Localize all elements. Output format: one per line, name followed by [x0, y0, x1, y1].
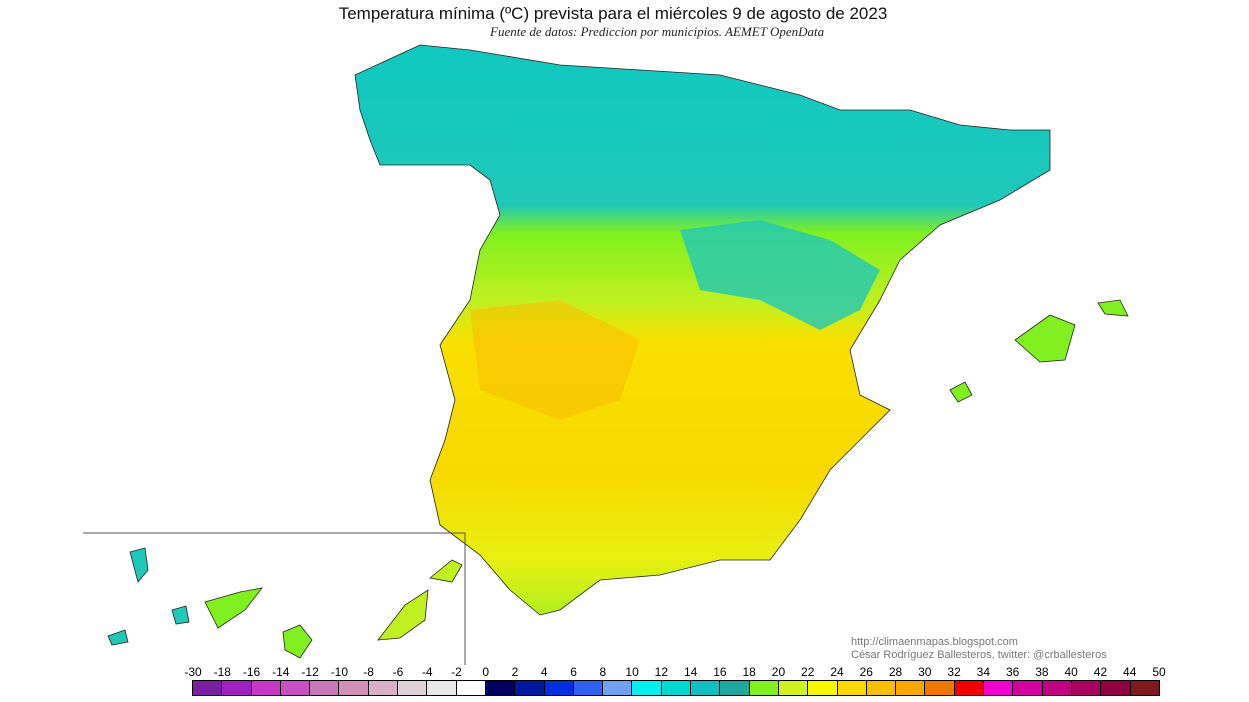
legend-label: 44	[1123, 665, 1137, 679]
legend-swatch	[749, 681, 779, 695]
legend-label: 38	[1035, 665, 1049, 679]
legend-swatch	[573, 681, 604, 695]
southwest-warm-region	[470, 300, 640, 420]
legend-swatch	[1071, 681, 1102, 695]
legend-label: -16	[242, 665, 261, 679]
legend-label: 14	[683, 665, 698, 679]
legend-label: 12	[654, 665, 669, 679]
legend-swatch	[251, 681, 281, 695]
legend-swatch	[1042, 681, 1072, 695]
legend-swatch	[954, 681, 985, 695]
legend-swatch	[808, 681, 838, 695]
legend-swatch	[339, 681, 369, 695]
legend-swatch	[837, 681, 867, 695]
credits: http://climaenmapas.blogspot.com César R…	[851, 636, 1107, 662]
legend-color-bar	[192, 680, 1160, 696]
legend-swatch	[368, 681, 399, 695]
legend-label: 4	[540, 665, 548, 679]
legend-label: -12	[301, 665, 319, 679]
legend-swatch	[398, 681, 428, 695]
legend-label: 10	[625, 665, 639, 679]
legend-label: 24	[830, 665, 844, 679]
legend-swatch	[485, 681, 516, 695]
legend-label: -2	[451, 665, 462, 679]
legend-swatch	[661, 681, 692, 695]
legend-label: 50	[1152, 665, 1166, 679]
legend-swatch	[720, 681, 750, 695]
canary-islands	[107, 547, 463, 659]
legend-swatch	[632, 681, 662, 695]
legend-label: 40	[1064, 665, 1078, 679]
mallorca	[1014, 314, 1076, 363]
legend-swatch	[222, 681, 252, 695]
legend-labels: -30 -18 -16 -14 -12 -10 -8 -6 -4 -2 0 2 4 6 8 10 12 14 16 1…	[0, 665, 1249, 679]
legend-label: -18	[213, 665, 231, 679]
legend-swatch	[193, 681, 223, 695]
peninsula-region	[354, 44, 1051, 616]
ibiza	[949, 381, 973, 403]
legend-swatch	[691, 681, 721, 695]
legend-swatch	[280, 681, 311, 695]
legend-swatch	[1013, 681, 1043, 695]
canary-inset-frame	[83, 532, 466, 665]
legend-label: -10	[330, 665, 349, 679]
legend-label: 0	[482, 665, 490, 679]
legend-swatch	[515, 681, 545, 695]
legend-label: 42	[1093, 665, 1108, 679]
legend-label: 32	[947, 665, 961, 679]
menorca	[1097, 299, 1129, 317]
legend-label: -14	[272, 665, 290, 679]
legend-label: 22	[801, 665, 815, 679]
legend-label: 20	[771, 665, 786, 679]
legend-swatch	[984, 681, 1014, 695]
legend-swatch	[778, 681, 809, 695]
legend-label: 6	[570, 665, 577, 679]
legend-swatch	[456, 681, 486, 695]
legend-swatch	[866, 681, 897, 695]
legend-swatch	[544, 681, 574, 695]
legend-label: 30	[918, 665, 932, 679]
northeast-cool-region	[680, 220, 880, 330]
legend-swatch	[1101, 681, 1131, 695]
legend-label: -6	[392, 665, 404, 679]
credits-author: César Rodríguez Ballesteros, twitter: @c…	[851, 649, 1107, 661]
legend-label: -30	[184, 665, 202, 679]
legend-swatch	[925, 681, 955, 695]
legend-swatch	[310, 681, 340, 695]
map-title: Temperatura mínima (ºC) prevista para el…	[338, 4, 888, 23]
legend-label: 18	[742, 665, 756, 679]
legend-label: 36	[1005, 665, 1020, 679]
legend-label: -8	[363, 665, 374, 679]
legend-label: 16	[713, 665, 727, 679]
legend-label: 26	[859, 665, 873, 679]
legend-swatch	[603, 681, 633, 695]
legend-label: 34	[976, 665, 991, 679]
legend-label: -4	[421, 665, 433, 679]
legend-label: 28	[888, 665, 903, 679]
map-subtitle: Fuente de datos: Prediccion por municipi…	[490, 24, 825, 39]
legend-swatch	[1130, 681, 1159, 695]
legend-swatch	[427, 681, 457, 695]
legend-label: 8	[599, 665, 607, 679]
legend-label: 2	[511, 665, 519, 679]
legend-swatch	[896, 681, 926, 695]
credits-url: http://climaenmapas.blogspot.com	[851, 636, 1018, 648]
